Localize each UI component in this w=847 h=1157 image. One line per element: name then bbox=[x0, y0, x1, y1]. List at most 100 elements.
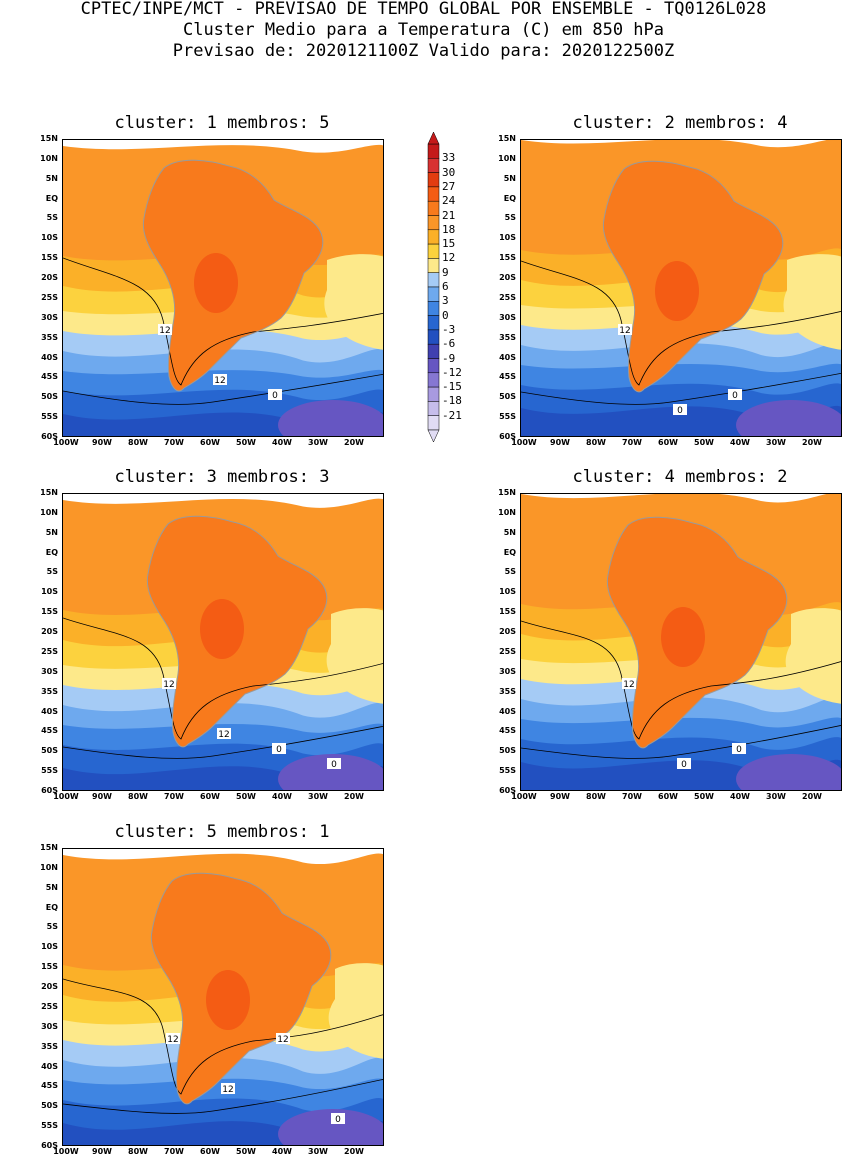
svg-text:0: 0 bbox=[335, 1115, 341, 1125]
lat-tick-label: 5S bbox=[46, 922, 58, 932]
colorbar-swatch bbox=[427, 243, 440, 259]
lon-tick-label: 20W bbox=[344, 1147, 364, 1156]
svg-text:0: 0 bbox=[681, 760, 687, 770]
lon-tick-label: 60W bbox=[200, 792, 220, 801]
lon-tick-label: 60W bbox=[658, 792, 678, 801]
contour-label: 0 bbox=[677, 758, 691, 770]
colorbar-swatch bbox=[427, 143, 440, 159]
lat-tick-label: EQ bbox=[45, 193, 58, 203]
hot-core bbox=[655, 261, 699, 321]
contour-label: 0 bbox=[272, 743, 286, 755]
panel-title: cluster: 5 membros: 1 bbox=[114, 822, 330, 842]
lat-tick-label: 5N bbox=[503, 527, 516, 537]
lat-tick-label: 15S bbox=[499, 253, 516, 263]
colorbar-max-arrow bbox=[427, 131, 440, 145]
colorbar-swatch bbox=[427, 315, 440, 331]
contour-12 bbox=[521, 620, 841, 740]
temperature-map: 12 12 0 bbox=[62, 139, 384, 437]
lat-tick-label: 40S bbox=[41, 1061, 58, 1071]
lat-tick-label: 40S bbox=[499, 706, 516, 716]
lon-tick-label: 50W bbox=[236, 792, 256, 801]
colorbar-label: -6 bbox=[442, 337, 456, 351]
lon-tick-label: 50W bbox=[236, 1147, 256, 1156]
warm-ocean-region bbox=[783, 254, 841, 350]
lat-tick-label: 10N bbox=[40, 153, 58, 163]
coastline bbox=[150, 872, 332, 1105]
lon-tick-label: 20W bbox=[802, 792, 822, 801]
lat-tick-label: 5S bbox=[504, 567, 516, 577]
lat-tick-label: 50S bbox=[41, 746, 58, 756]
temperature-field: 12121200 bbox=[63, 853, 383, 1145]
cold-region bbox=[278, 1109, 383, 1145]
lat-tick-label: 15S bbox=[41, 607, 58, 617]
lon-tick-label: 40W bbox=[272, 438, 292, 447]
lat-tick-label: 35S bbox=[41, 1041, 58, 1051]
lon-tick-label: 80W bbox=[586, 438, 606, 447]
colorbar-swatch bbox=[427, 301, 440, 316]
lat-tick-label: 25S bbox=[499, 292, 516, 302]
lat-tick-label: 30S bbox=[499, 666, 516, 676]
coastline bbox=[606, 516, 788, 749]
lat-tick-label: 25S bbox=[41, 646, 58, 656]
lat-tick-label: 5N bbox=[503, 173, 516, 183]
lat-tick-label: 15S bbox=[41, 962, 58, 972]
lat-tick-label: 10S bbox=[41, 587, 58, 597]
contour-label: 12 bbox=[276, 1033, 290, 1045]
lat-tick-label: 10S bbox=[499, 233, 516, 243]
svg-text:12: 12 bbox=[623, 680, 634, 690]
lat-tick-label: EQ bbox=[503, 547, 516, 557]
warm-ocean-region bbox=[785, 608, 841, 704]
svg-text:0: 0 bbox=[331, 760, 337, 770]
lon-tick-label: 60W bbox=[200, 1147, 220, 1156]
lat-tick-label: 15N bbox=[498, 134, 516, 143]
temperature-map: 12121200 bbox=[62, 848, 384, 1146]
lon-tick-label: 40W bbox=[730, 792, 750, 801]
colorbar-label: -3 bbox=[442, 322, 456, 336]
lon-tick-label: 80W bbox=[128, 1147, 148, 1156]
lon-tick-label: 90W bbox=[550, 438, 570, 447]
lon-tick-label: 30W bbox=[308, 792, 328, 801]
lon-tick-label: 30W bbox=[308, 438, 328, 447]
colorbar: 33 30 27 24 21 18 15 12 9 6 3 0 -3 -6 -9 -12 -15 -18 -21 bbox=[420, 130, 480, 445]
colorbar-swatch bbox=[427, 172, 440, 188]
temperature-field: 12 12 0 bbox=[63, 144, 383, 436]
header-line-3: Previsao de: 2020121100Z Valido para: 20… bbox=[172, 41, 675, 61]
colorbar-swatch bbox=[427, 372, 440, 388]
lon-tick-label: 80W bbox=[128, 438, 148, 447]
colorbar-swatch bbox=[427, 158, 440, 173]
colorbar-label: -9 bbox=[442, 351, 456, 365]
contour-label: 0 bbox=[268, 389, 282, 401]
colorbar-label: -15 bbox=[442, 380, 462, 394]
panel-title: cluster: 2 membros: 4 bbox=[572, 113, 788, 133]
lat-tick-label: EQ bbox=[45, 547, 58, 557]
colorbar-swatch bbox=[427, 386, 440, 402]
lon-tick-label: 40W bbox=[730, 438, 750, 447]
svg-text:0: 0 bbox=[677, 406, 683, 416]
lat-tick-label: 30S bbox=[41, 1021, 58, 1031]
svg-text:12: 12 bbox=[159, 326, 170, 336]
contour-label: 0 bbox=[331, 1113, 345, 1125]
lon-tick-label: 90W bbox=[92, 1147, 112, 1156]
colorbar-label: 9 bbox=[442, 265, 449, 279]
lat-tick-label: 5S bbox=[46, 567, 58, 577]
contour-label: 12 bbox=[221, 1083, 235, 1095]
lat-tick-label: 55S bbox=[41, 766, 58, 776]
colorbar-label: 15 bbox=[442, 237, 456, 251]
contour-label: 0 bbox=[728, 389, 742, 401]
contour-label: 12 bbox=[162, 678, 176, 690]
colorbar-label: -21 bbox=[442, 408, 462, 422]
lat-tick-label: 20S bbox=[41, 627, 58, 637]
contour-0 bbox=[63, 1079, 383, 1114]
svg-text:0: 0 bbox=[736, 745, 742, 755]
temperature-field: 12 0 0 bbox=[521, 494, 841, 790]
lat-tick-label: 5N bbox=[45, 173, 58, 183]
colorbar-swatch bbox=[427, 258, 440, 273]
lat-tick-label: 60S bbox=[41, 432, 58, 441]
lat-tick-label: 5N bbox=[45, 527, 58, 537]
lon-tick-label: 60W bbox=[200, 438, 220, 447]
colorbar-label: 18 bbox=[442, 222, 456, 236]
temperature-map: 12 0 0 bbox=[520, 493, 842, 791]
svg-text:12: 12 bbox=[222, 1085, 233, 1095]
lat-tick-label: 45S bbox=[41, 1081, 58, 1091]
lon-tick-label: 100W bbox=[53, 792, 79, 801]
